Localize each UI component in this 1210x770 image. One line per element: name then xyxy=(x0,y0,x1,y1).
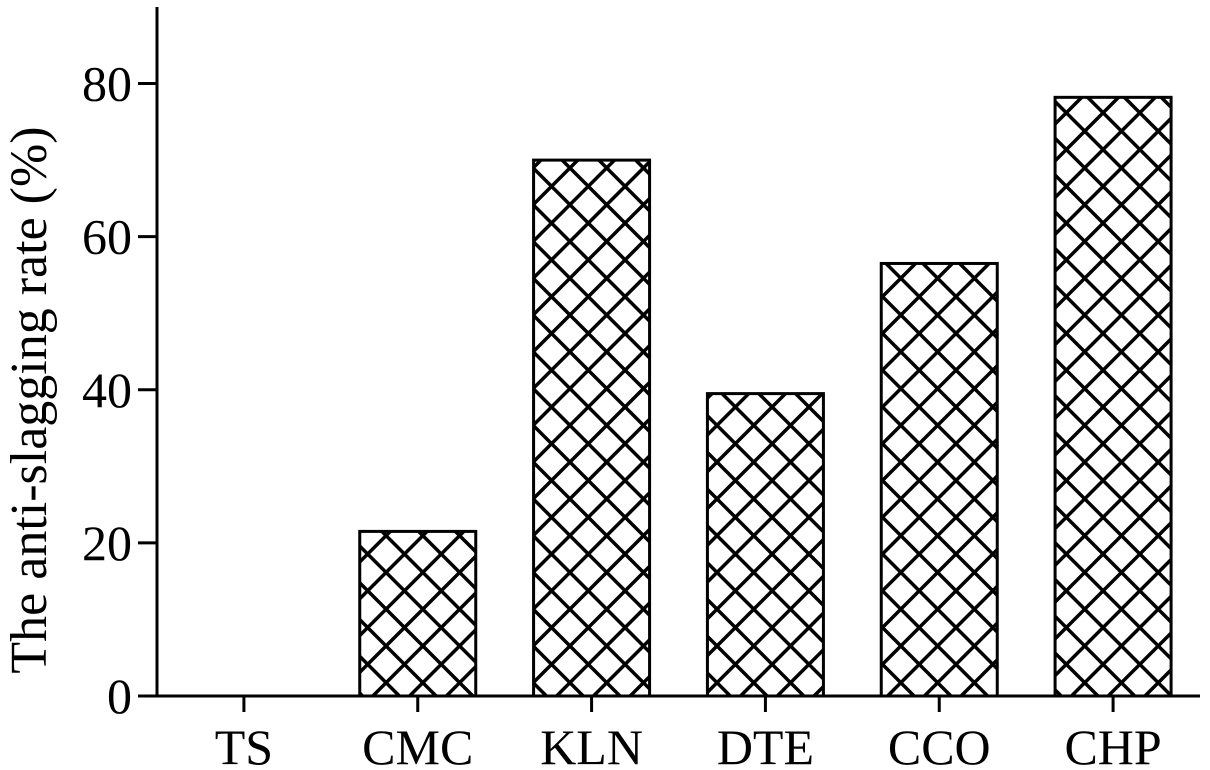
y-tick-label-0: 0 xyxy=(107,668,132,724)
x-tick-label-cmc: CMC xyxy=(362,719,473,770)
x-tick-label-cco: CCO xyxy=(888,719,991,770)
bar-cco xyxy=(879,261,999,698)
axes-group xyxy=(138,7,1200,712)
x-tick-label-dte: DTE xyxy=(717,719,814,770)
y-tick-label-60: 60 xyxy=(82,209,132,265)
bar-kln xyxy=(532,158,652,698)
labels-group: TS CMC KLN DTE CCO CHP 0 20 40 60 80 xyxy=(82,56,1162,770)
x-tick-label-kln: KLN xyxy=(540,719,643,770)
y-tick-label-80: 80 xyxy=(82,56,132,112)
y-axis-title: The anti-slagging rate (%) xyxy=(1,126,58,673)
bar-dte xyxy=(705,392,825,698)
bar-chp xyxy=(1053,95,1173,698)
x-tick-label-ts: TS xyxy=(215,719,273,770)
bars-group xyxy=(358,95,1173,698)
x-tick-label-chp: CHP xyxy=(1064,719,1161,770)
y-tick-label-20: 20 xyxy=(82,515,132,571)
bar-cmc xyxy=(358,529,478,698)
y-tick-label-40: 40 xyxy=(82,362,132,418)
